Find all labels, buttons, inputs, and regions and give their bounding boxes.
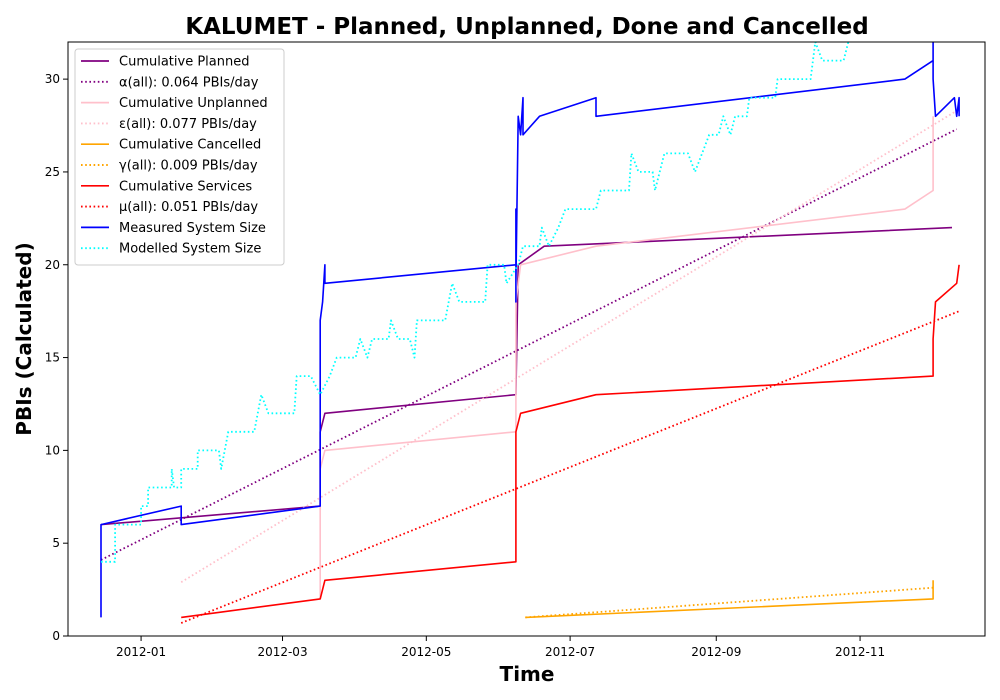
series-line-1 <box>100 128 958 561</box>
y-tick-label: 25 <box>45 165 60 179</box>
x-tick-label: 2012-01 <box>116 645 166 659</box>
y-tick-label: 30 <box>45 72 60 86</box>
x-tick-label: 2012-03 <box>257 645 307 659</box>
y-axis-title: PBIs (Calculated) <box>12 242 36 435</box>
series-line-5 <box>525 586 934 619</box>
legend-item-cumulative-unplanned: Cumulative Unplanned <box>119 96 268 111</box>
series-line-4 <box>525 580 934 619</box>
series-line-6 <box>181 264 960 619</box>
x-axis-title: Time <box>500 662 555 686</box>
y-tick-label: 10 <box>45 443 60 457</box>
y-tick-label: 5 <box>52 536 60 550</box>
legend-item-all-0-064-pbis-day: α(all): 0.064 PBIs/day <box>119 75 259 90</box>
series-layer <box>100 42 960 624</box>
legend-item-all-0-051-pbis-day: μ(all): 0.051 PBIs/day <box>119 200 258 215</box>
chart-title: KALUMET - Planned, Unplanned, Done and C… <box>185 14 868 40</box>
series-line-0 <box>100 226 953 526</box>
legend-item-measured-system-size: Measured System Size <box>119 221 266 236</box>
x-axis: 2012-01 2012-03 2012-05 2012-07 2012-09 2012-… <box>116 636 885 659</box>
legend-box <box>74 48 285 266</box>
legend-item-cumulative-services: Cumulative Services <box>119 179 252 194</box>
plot-frame <box>67 41 986 637</box>
legend-item-all-0-077-pbis-day: ε(all): 0.077 PBIs/day <box>119 117 257 132</box>
x-tick-label: 2012-11 <box>835 645 885 659</box>
y-tick-label: 15 <box>45 351 60 365</box>
series-line-2 <box>319 116 934 599</box>
x-tick-label: 2012-07 <box>545 645 595 659</box>
x-tick-label: 2012-09 <box>691 645 741 659</box>
series-line-8 <box>100 42 960 618</box>
legend: Cumulative Planned α(all): 0.064 PBIs/day… <box>74 48 285 266</box>
y-axis: 0 5 10 15 20 25 30 <box>45 72 68 643</box>
legend-item-modelled-system-size: Modelled System Size <box>119 242 261 257</box>
legend-item-cumulative-planned: Cumulative Planned <box>119 55 249 70</box>
legend-item-cumulative-cancelled: Cumulative Cancelled <box>119 138 261 153</box>
legend-item-all-0-009-pbis-day: γ(all): 0.009 PBIs/day <box>119 159 258 174</box>
y-tick-label: 0 <box>52 629 60 643</box>
y-tick-label: 20 <box>45 258 60 272</box>
series-line-3 <box>180 109 958 583</box>
x-tick-label: 2012-05 <box>401 645 451 659</box>
series-line-7 <box>180 310 960 624</box>
